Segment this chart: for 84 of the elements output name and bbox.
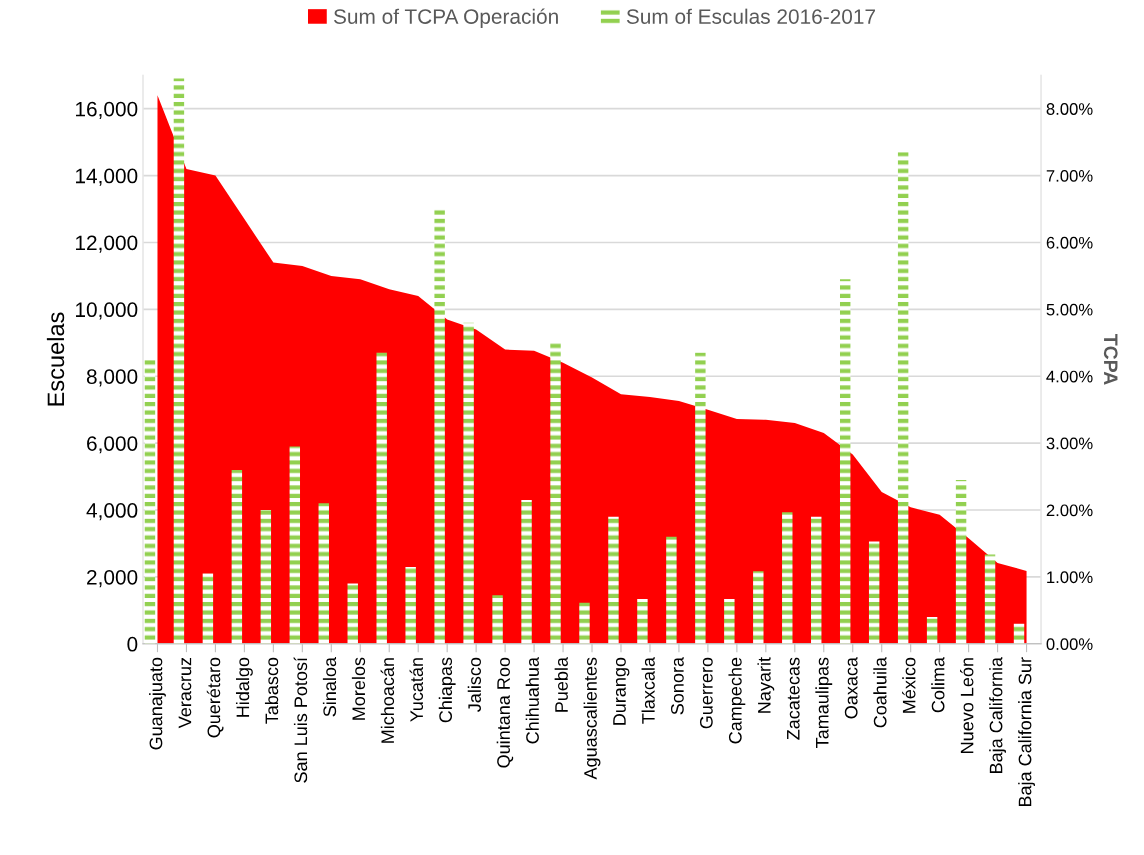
bar — [376, 352, 387, 644]
y2-tick-label: 2.00% — [1046, 504, 1093, 517]
y2-tick-label: 0.00% — [1046, 638, 1093, 651]
bar — [260, 510, 272, 644]
bar — [1013, 623, 1025, 644]
x-tick-label: México — [902, 657, 916, 713]
bar — [231, 469, 243, 644]
y2-tick-label: 1.00% — [1047, 571, 1093, 584]
bar — [405, 566, 416, 644]
y2-axis-title: TCPA — [1103, 334, 1118, 385]
x-tick-label: Tabasco — [264, 657, 279, 724]
y2-tick-label: 7.00% — [1046, 169, 1093, 182]
x-tick-label: Colima — [931, 657, 945, 713]
x-tick-label: Tlaxcala — [641, 657, 655, 724]
x-tick-label: Nuevo León — [959, 658, 974, 753]
y-tick-label: 16,000 — [76, 101, 138, 119]
bar — [724, 599, 735, 644]
x-tick-label: Guanajuato — [149, 657, 166, 750]
y-tick-label: 0 — [127, 636, 138, 652]
y-tick-label: 2,000 — [87, 569, 138, 588]
y-tick-label: 10,000 — [76, 302, 138, 320]
x-tick-label: Aguascalientes — [583, 657, 601, 780]
x-tick-label: Puebla — [554, 657, 568, 712]
x-tick-label: Chiapas — [438, 657, 456, 723]
bar — [984, 554, 996, 644]
x-tick-label: Nayarit — [757, 657, 775, 713]
x-tick-label: Oaxaca — [844, 657, 858, 719]
x-tick-label: Guerrero — [699, 657, 713, 729]
x-tick-label: Durango — [613, 657, 630, 725]
bar — [637, 599, 648, 644]
bar — [782, 512, 793, 644]
x-tick-label: Sinaloa — [322, 657, 337, 717]
x-tick-label: San Luis Potosí — [293, 657, 308, 783]
x-tick-label: Hidalgo — [235, 657, 253, 717]
bar — [434, 209, 445, 644]
bar — [521, 500, 532, 644]
bar — [839, 279, 851, 644]
bar — [463, 322, 474, 644]
y-tick-label: 6,000 — [87, 436, 138, 454]
bar — [897, 152, 909, 644]
y-tick-label: 8,000 — [86, 369, 138, 387]
bar — [811, 516, 822, 644]
bar — [579, 602, 590, 644]
bar — [926, 617, 938, 644]
y-tick-label: 14,000 — [76, 168, 138, 186]
y2-tick-label: 5.00% — [1046, 303, 1093, 316]
bar — [608, 516, 619, 644]
x-tick-label: Morelos — [351, 657, 366, 720]
y2-tick-label: 8.00% — [1046, 103, 1093, 115]
y2-tick-label: 3.00% — [1046, 437, 1093, 450]
x-tick-label: Veracruz — [178, 657, 192, 729]
bar — [144, 359, 156, 644]
x-tick-label: Campeche — [728, 657, 746, 744]
bar — [550, 342, 561, 644]
x-tick-label: Jalisco — [467, 657, 481, 712]
bar — [666, 536, 677, 644]
x-tick-label: Chihuahua — [525, 657, 539, 744]
y-tick-label: 12,000 — [76, 235, 138, 253]
bar — [202, 573, 214, 644]
bar — [695, 352, 706, 644]
bar — [492, 595, 503, 644]
x-tick-label: Coahuila — [873, 657, 887, 728]
y-axis-title: Escuelas — [46, 312, 65, 406]
x-tick-label: Baja California Sur — [1018, 657, 1035, 807]
bar — [868, 541, 880, 644]
y2-tick-label: 4.00% — [1046, 370, 1093, 383]
x-tick-label: Baja California — [989, 657, 1006, 773]
x-tick-label: Yucatán — [409, 658, 424, 722]
legend-label: Sum of TCPA Operación — [333, 8, 558, 29]
x-tick-label: Zacatecas — [787, 657, 800, 740]
bar — [753, 571, 764, 644]
x-tick-label: Michoacán — [380, 658, 395, 743]
bar — [955, 479, 967, 644]
bar — [173, 78, 185, 644]
bar — [289, 446, 301, 644]
bar — [318, 503, 329, 644]
bar — [347, 583, 358, 644]
x-tick-label: Quintana Roo — [496, 657, 514, 768]
x-tick-label: Querétaro — [206, 657, 224, 738]
y-tick-label: 4,000 — [86, 503, 138, 521]
x-tick-label: Tamaulipas — [815, 657, 833, 748]
y2-tick-label: 6.00% — [1046, 236, 1093, 249]
legend-label: Sum of Esculas 2016-2017 — [626, 8, 875, 24]
x-tick-label: Sonora — [670, 657, 684, 715]
